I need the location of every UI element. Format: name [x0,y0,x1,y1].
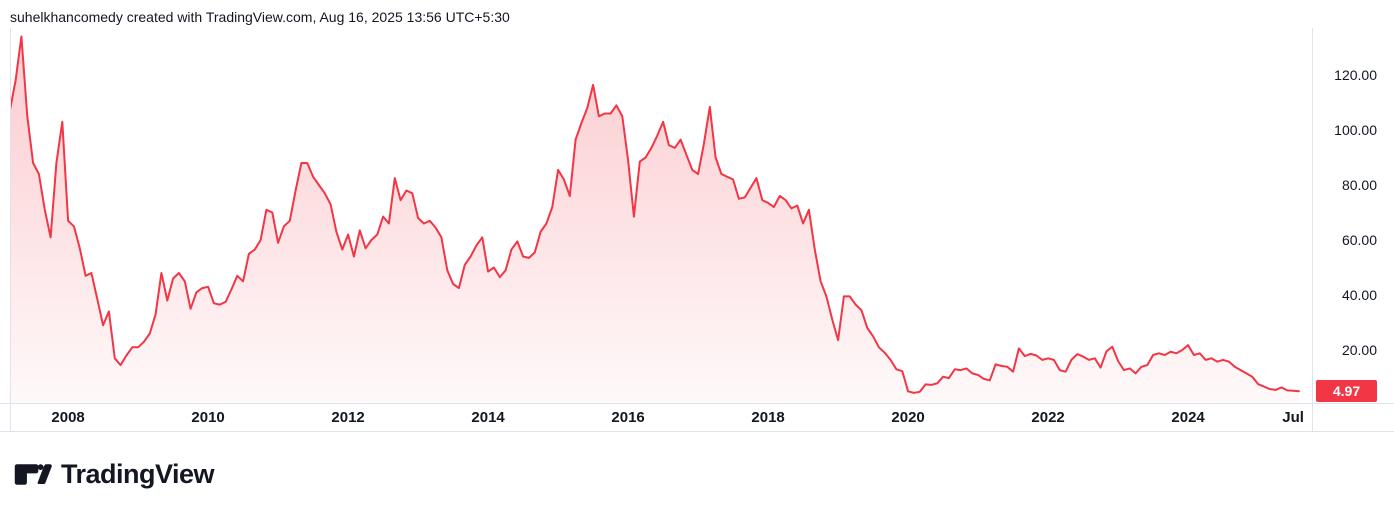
chart-bottom-border [0,431,1394,432]
tradingview-logo-text: TradingView [61,459,215,489]
time-axis-label: 2024 [1171,409,1205,426]
time-axis-label: Jul [1282,409,1304,426]
price-axis-label: 60.00 [1341,232,1377,248]
time-axis-label: 2018 [751,409,785,426]
time-axis-label: 2020 [891,409,925,426]
time-axis-label: 2010 [191,409,225,426]
watermark-attribution: suhelkhancomedy created with TradingView… [10,9,510,25]
chart-pane[interactable] [10,28,1312,403]
price-axis-separator [1312,28,1313,431]
time-axis-label: 2012 [331,409,365,426]
time-axis-label: 2022 [1031,409,1065,426]
price-axis-label: 80.00 [1341,177,1377,193]
price-axis-label: 40.00 [1341,287,1377,303]
pane-left-border [10,28,11,431]
last-price-value: 4.97 [1332,383,1361,400]
price-area-chart[interactable] [10,28,1312,403]
last-price-badge: 4.97 [1316,380,1377,403]
price-axis-label: 100.00 [1334,122,1377,138]
time-axis-label: 2016 [611,409,645,426]
price-line [10,35,1300,394]
tradingview-logo[interactable]: TradingView [14,458,215,490]
time-axis[interactable]: 2008 2010 2012 2014 2016 2018 2020 2022 2024 Jul [0,404,1394,431]
price-axis-label: 120.00 [1334,67,1377,83]
price-axis-label: 20.00 [1341,342,1377,358]
tradingview-logo-icon [14,463,52,485]
time-axis-label: 2014 [471,409,505,426]
price-axis[interactable]: 120.00 100.00 80.00 60.00 40.00 20.00 [1312,28,1394,403]
time-axis-label: 2008 [51,409,85,426]
time-axis-separator [0,403,1394,404]
area-fill [10,36,1299,403]
